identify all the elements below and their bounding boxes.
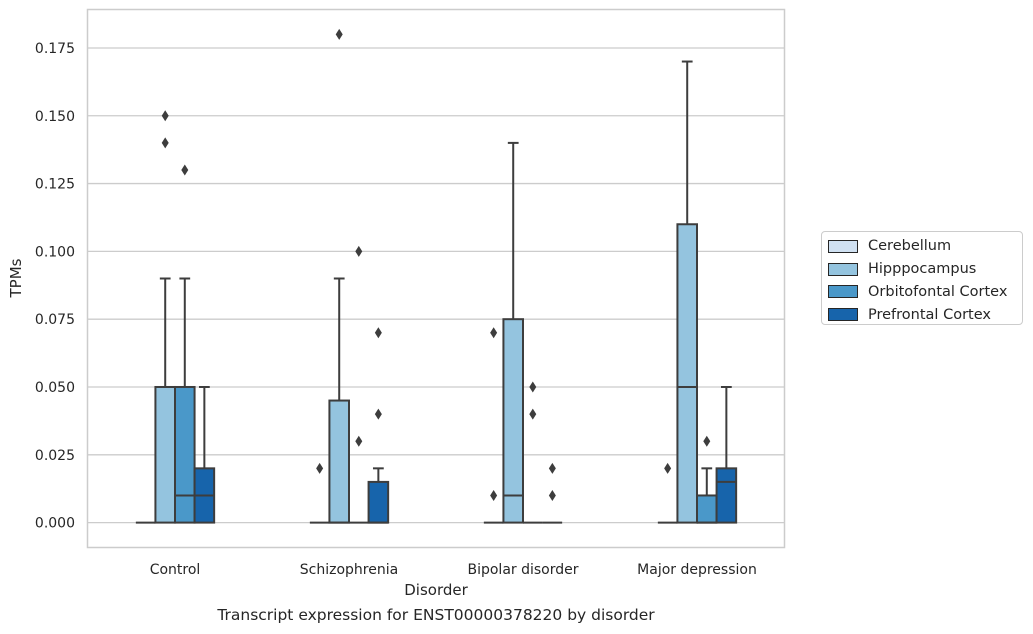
legend-entry: Hipppocampus <box>828 258 1022 281</box>
legend-swatch <box>828 262 858 276</box>
box-iqr <box>696 494 718 524</box>
box-3-3 <box>715 385 738 524</box>
box-iqr <box>502 318 524 524</box>
outlier-point <box>529 408 537 420</box>
y-tick-label: 0.025 <box>35 448 75 464</box>
outlier-point <box>548 489 556 501</box>
legend-entry: Orbitofontal Cortex <box>828 281 1022 304</box>
outlier-point <box>355 245 363 257</box>
box-0-2 <box>483 327 504 524</box>
x-tick-label: Schizophrenia <box>300 562 398 578</box>
box-3-1 <box>367 327 390 524</box>
outlier-point <box>664 462 672 474</box>
outlier-point <box>374 327 382 339</box>
outlier-point <box>703 435 711 447</box>
y-tick-label: 0.175 <box>35 41 75 57</box>
legend-swatch <box>828 239 858 253</box>
box-3-0 <box>193 385 216 524</box>
x-tick-label: Major depression <box>637 562 757 578</box>
outlier-point <box>161 137 169 149</box>
outlier-point <box>355 435 363 447</box>
outlier-point <box>335 28 343 40</box>
box-iqr <box>154 385 177 524</box>
box-iqr <box>676 223 698 524</box>
x-tick-label: Bipolar disorder <box>467 562 578 578</box>
legend-label: Hipppocampus <box>868 261 977 278</box>
legend: Cerebellum Hipppocampus Orbitofontal Corte… <box>821 231 1023 325</box>
y-tick-label: 0.050 <box>35 380 75 396</box>
box-2-3 <box>696 435 718 524</box>
box-iqr <box>174 385 196 524</box>
box-1-2 <box>502 141 524 524</box>
box-1-1 <box>328 28 350 524</box>
x-tick-labels: Control Schizophrenia Bipolar disorder Majo… <box>150 562 757 578</box>
box-iqr <box>367 480 390 524</box>
figure-caption: Transcript expression for ENST0000037822… <box>217 606 655 624</box>
outlier-point <box>316 462 324 474</box>
outlier-point <box>161 110 169 122</box>
outlier-point <box>529 381 537 393</box>
outlier-point <box>374 408 382 420</box>
box-2-1 <box>349 245 369 524</box>
legend-swatch <box>828 308 858 322</box>
outlier-point <box>490 489 498 501</box>
y-tick-label: 0.075 <box>35 312 75 328</box>
box-2-0 <box>174 164 196 524</box>
y-tick-label: 0.125 <box>35 177 75 193</box>
legend-label: Cerebellum <box>868 238 952 255</box>
box-1-3 <box>676 60 698 524</box>
legend-label: Orbitofontal Cortex <box>868 283 1008 300</box>
box-1-0 <box>154 110 177 524</box>
x-tick-label: Control <box>150 562 201 578</box>
y-tick-label: 0.000 <box>35 516 75 532</box>
legend-entry: Cerebellum <box>828 235 1022 258</box>
x-axis-title: Disorder <box>404 581 468 599</box>
y-tick-label: 0.150 <box>35 109 75 125</box>
box-0-3 <box>657 462 678 524</box>
outlier-point <box>181 164 189 176</box>
legend-label: Prefrontal Cortex <box>868 306 991 323</box>
box-2-2 <box>523 381 543 524</box>
legend-swatch <box>828 285 858 299</box>
y-tick-label: 0.100 <box>35 244 75 260</box>
legend-entry: Prefrontal Cortex <box>828 303 1022 326</box>
outlier-point <box>490 327 498 339</box>
boxes <box>135 28 738 524</box>
box-0-1 <box>309 462 330 524</box>
outlier-point <box>548 462 556 474</box>
box-3-2 <box>542 462 563 524</box>
y-axis-title: TPMs <box>7 258 25 298</box>
y-tick-labels: 0.000 0.025 0.050 0.075 0.100 0.125 0.150 0.175 <box>35 41 75 532</box>
box-iqr <box>715 467 738 524</box>
box-iqr <box>328 399 350 524</box>
